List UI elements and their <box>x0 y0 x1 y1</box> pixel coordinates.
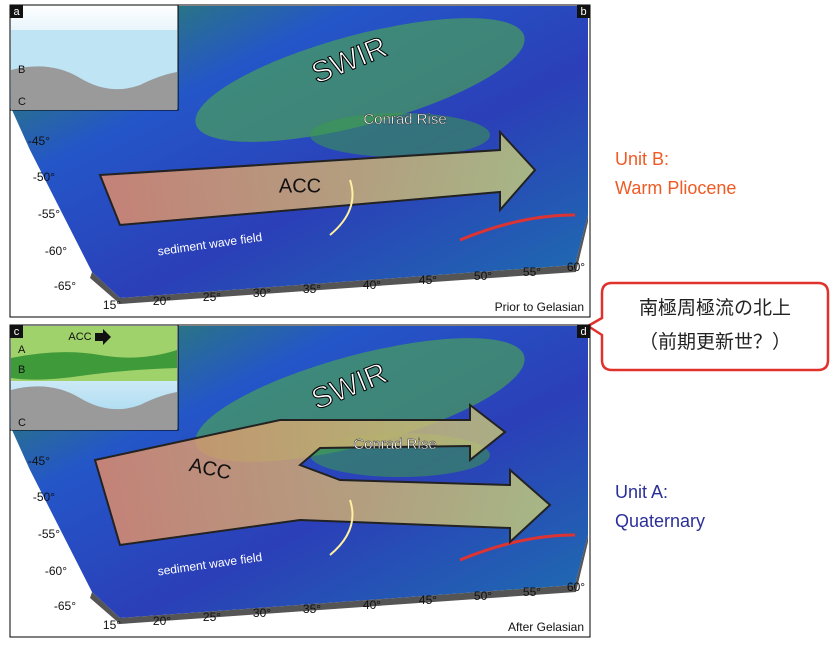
inset-acc-label: ACC <box>68 331 91 343</box>
panel-caption: Prior to Gelasian <box>495 300 584 314</box>
inset-layer-label: A <box>18 344 26 356</box>
lon-label: 25° <box>203 610 221 624</box>
figure: 南極周極流の北上 （前期更新世？） BCabSWIRConrad RiseACC… <box>0 0 835 654</box>
lat-label: -50° <box>33 490 55 504</box>
lon-label: 55° <box>523 585 541 599</box>
lon-label: 15° <box>103 298 121 312</box>
lon-label: 15° <box>103 618 121 632</box>
lat-label: -55° <box>38 207 60 221</box>
lat-label: -65° <box>54 279 76 293</box>
unit-period: Quaternary <box>615 511 705 531</box>
unit-period: Warm Pliocene <box>615 178 736 198</box>
lat-label: -45° <box>28 454 50 468</box>
map-label: d <box>580 326 586 338</box>
lon-label: 20° <box>153 294 171 308</box>
lon-label: 35° <box>303 282 321 296</box>
callout-bubble <box>588 283 828 370</box>
inset-layer-label: C <box>18 96 26 108</box>
inset-label: c <box>14 326 20 338</box>
inset-label: a <box>13 6 20 18</box>
callout-line: （前期更新世？） <box>639 331 791 353</box>
lon-label: 35° <box>303 602 321 616</box>
lat-label: -50° <box>33 170 55 184</box>
lon-label: 50° <box>474 589 492 603</box>
lon-label: 45° <box>419 593 437 607</box>
lon-label: 30° <box>253 606 271 620</box>
lon-label: 60° <box>567 580 585 594</box>
unit-name: Unit A: <box>615 482 668 502</box>
feature-label: Conrad Rise <box>363 111 446 128</box>
lon-label: 40° <box>363 278 381 292</box>
panel-caption: After Gelasian <box>508 620 584 634</box>
inset-layer-label: B <box>18 364 25 376</box>
inset-layer-label: B <box>18 64 25 76</box>
inset-layer-label: C <box>18 417 26 429</box>
unit-name: Unit B: <box>615 149 669 169</box>
callout: 南極周極流の北上 （前期更新世？） <box>588 283 828 370</box>
lon-label: 55° <box>523 265 541 279</box>
lon-label: 50° <box>474 269 492 283</box>
lat-label: -60° <box>45 244 67 258</box>
lat-label: -60° <box>45 564 67 578</box>
lat-label: -45° <box>28 134 50 148</box>
callout-line: 南極周極流の北上 <box>639 297 791 319</box>
lat-label: -55° <box>38 527 60 541</box>
lon-label: 20° <box>153 614 171 628</box>
lon-label: 25° <box>203 290 221 304</box>
map-label: b <box>580 6 586 18</box>
feature-label: Conrad Rise <box>353 436 436 453</box>
lon-label: 40° <box>363 598 381 612</box>
lon-label: 60° <box>567 260 585 274</box>
lon-label: 45° <box>419 273 437 287</box>
feature-label: ACC <box>279 175 321 197</box>
lat-label: -65° <box>54 599 76 613</box>
lon-label: 30° <box>253 286 271 300</box>
